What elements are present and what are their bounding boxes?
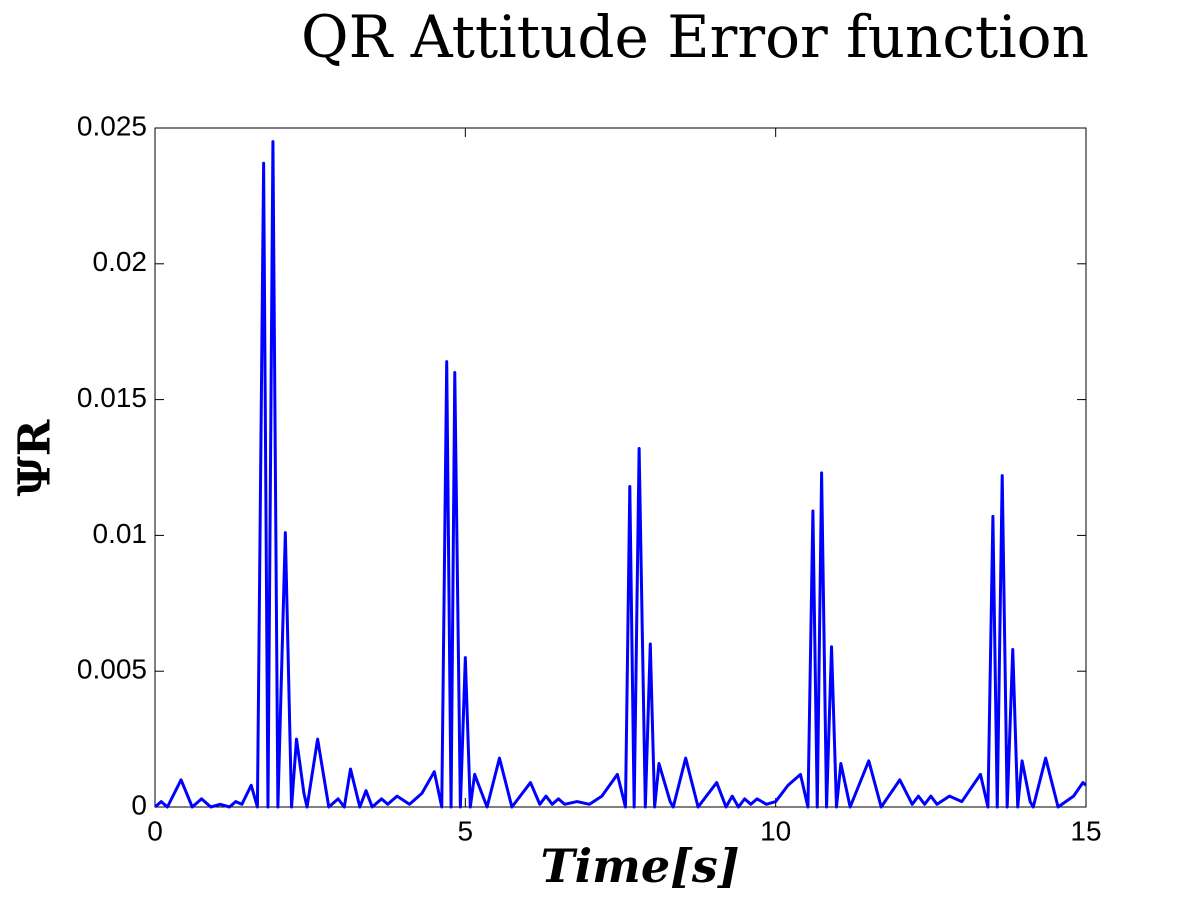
data-line bbox=[154, 140, 1087, 809]
x-tick-label: 0 bbox=[147, 815, 163, 846]
x-tick-label: 10 bbox=[760, 815, 791, 846]
y-tick-label: 0 bbox=[131, 789, 147, 820]
chart-title: QR Attitude Error function bbox=[301, 3, 1089, 71]
y-tick-label: 0.01 bbox=[93, 518, 148, 549]
x-tick-label: 5 bbox=[458, 815, 474, 846]
y-tick-label: 0.015 bbox=[77, 382, 147, 413]
x-axis-label: Time[s] bbox=[540, 839, 739, 893]
plot-frame bbox=[154, 127, 1087, 808]
y-axis-label: ΨR bbox=[10, 419, 61, 496]
x-tick-label: 15 bbox=[1070, 815, 1101, 846]
y-tick-label: 0.005 bbox=[77, 654, 147, 685]
y-tick-label: 0.025 bbox=[77, 110, 147, 141]
y-tick-label: 0.02 bbox=[93, 246, 148, 277]
